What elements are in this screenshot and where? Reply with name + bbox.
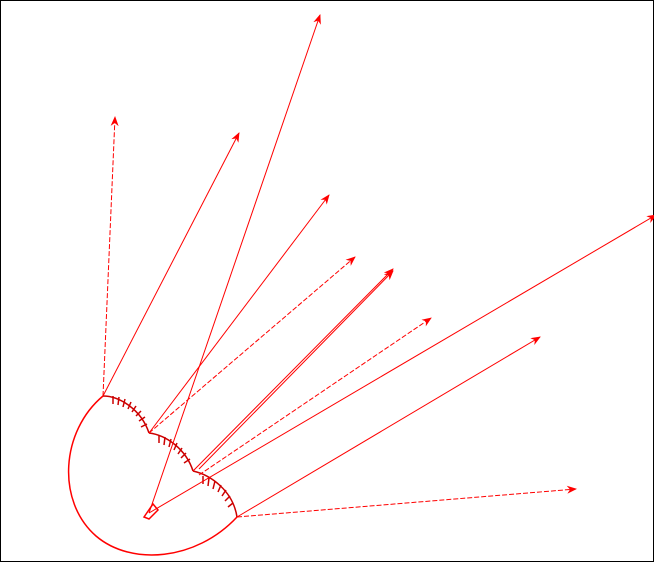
ray-solid-2 [102,132,240,397]
ray-solid-6 [148,214,654,514]
ray-solid-7 [236,336,541,518]
ray-dashed-2 [148,256,356,434]
scallop-arc-2 [148,432,194,472]
ray-solid-3 [148,194,330,434]
scallop-arcs [102,395,238,518]
ray-dashed-4 [236,485,577,518]
ray-dashed-1 [102,116,119,397]
ray-solid-1 [148,14,321,514]
ray-solid-4 [192,268,394,472]
boundary-arc [67,395,238,556]
scallop-arc-3 [192,470,238,518]
ray-dashed-3 [198,317,432,476]
solid-rays [102,14,654,518]
scallop-arc-1 [102,395,150,434]
dashed-rays [102,116,577,518]
ray-solid-5 [198,270,394,470]
hatch-marks [112,396,234,508]
